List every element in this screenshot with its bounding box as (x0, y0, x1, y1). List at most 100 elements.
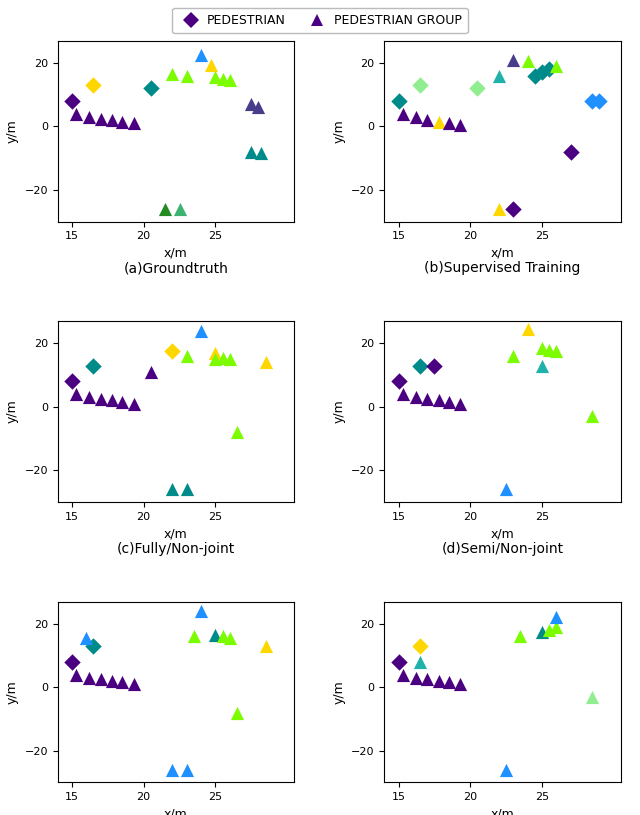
Point (129, 397, 139, 410)
Point (551, 611, 561, 624)
Point (422, 672, 432, 685)
Point (84, 672, 94, 685)
Point (189, 630, 199, 643)
Point (394, 95, 404, 108)
Point (508, 202, 518, 215)
Text: (c)Fully/Non-joint: (c)Fully/Non-joint (116, 542, 235, 556)
Point (84, 110, 94, 123)
Point (71, 388, 81, 401)
Text: (a)Groundtruth: (a)Groundtruth (124, 262, 228, 275)
Point (218, 351, 228, 364)
X-axis label: x/m: x/m (491, 808, 515, 815)
Point (88, 79, 99, 92)
Point (182, 69, 192, 82)
Point (117, 115, 127, 128)
Point (167, 68, 177, 81)
Point (544, 623, 554, 637)
Point (182, 763, 192, 776)
Y-axis label: y/m: y/m (6, 119, 19, 143)
Point (587, 690, 597, 703)
Point (537, 625, 547, 638)
Point (429, 359, 440, 372)
Point (501, 763, 511, 776)
Point (206, 58, 216, 71)
X-axis label: x/m: x/m (164, 808, 188, 815)
Point (129, 117, 139, 130)
Point (422, 392, 432, 405)
Point (501, 482, 511, 496)
Point (433, 115, 444, 128)
Point (260, 640, 271, 653)
Point (225, 74, 235, 87)
Point (225, 632, 235, 645)
Y-axis label: y/m: y/m (6, 680, 19, 704)
Point (537, 341, 547, 355)
Point (196, 605, 206, 618)
Point (537, 359, 547, 372)
Point (210, 346, 220, 359)
Point (174, 202, 184, 215)
X-axis label: x/m: x/m (491, 527, 515, 540)
X-axis label: x/m: x/m (164, 247, 188, 260)
Point (444, 676, 454, 689)
Point (444, 117, 454, 130)
Point (117, 676, 127, 689)
Point (210, 628, 220, 641)
Point (411, 110, 421, 123)
Point (107, 394, 117, 407)
Point (522, 55, 532, 68)
Text: (b)Supervised Training: (b)Supervised Training (424, 262, 580, 275)
Point (218, 73, 228, 86)
Point (117, 395, 127, 408)
Point (551, 620, 561, 633)
Y-axis label: y/m: y/m (332, 119, 346, 143)
Point (455, 118, 465, 131)
Point (67, 375, 77, 388)
Point (84, 390, 94, 403)
Point (411, 672, 421, 685)
Point (566, 145, 576, 158)
Point (444, 395, 454, 408)
Point (530, 69, 540, 82)
Point (107, 113, 117, 126)
Point (210, 353, 220, 366)
Y-axis label: y/m: y/m (332, 680, 346, 704)
Point (260, 356, 271, 369)
Point (71, 108, 81, 121)
Point (95, 112, 106, 125)
Y-axis label: y/m: y/m (332, 399, 346, 424)
Point (253, 101, 264, 114)
X-axis label: x/m: x/m (164, 527, 188, 540)
Point (422, 113, 432, 126)
Point (397, 388, 408, 401)
Point (515, 630, 525, 643)
Point (167, 345, 177, 358)
Point (472, 82, 483, 95)
Point (508, 350, 518, 363)
Point (433, 394, 444, 407)
Point (182, 482, 192, 496)
Point (415, 79, 425, 92)
Point (246, 98, 257, 111)
Point (256, 147, 266, 160)
Point (218, 630, 228, 643)
Point (210, 71, 220, 84)
Point (71, 668, 81, 681)
Point (455, 397, 465, 410)
Point (455, 677, 465, 690)
Point (587, 95, 597, 108)
Point (594, 95, 604, 108)
Point (232, 425, 242, 438)
Point (67, 655, 77, 668)
Legend: PEDESTRIAN, PEDESTRIAN GROUP: PEDESTRIAN, PEDESTRIAN GROUP (172, 8, 468, 33)
Point (415, 359, 425, 372)
Point (551, 59, 561, 73)
Point (587, 410, 597, 423)
Point (95, 392, 106, 405)
Point (494, 202, 504, 215)
Point (411, 390, 421, 403)
Point (225, 353, 235, 366)
Point (88, 640, 99, 653)
Point (494, 69, 504, 82)
Point (246, 145, 257, 158)
